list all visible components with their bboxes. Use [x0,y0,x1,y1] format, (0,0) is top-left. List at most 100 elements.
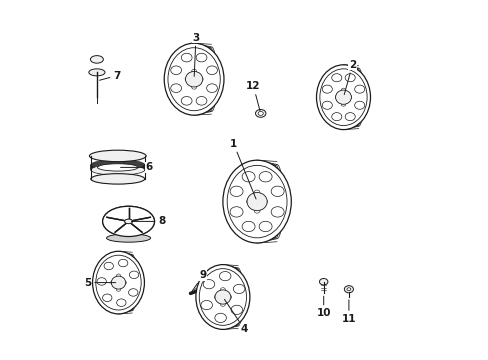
Ellipse shape [226,295,231,299]
Ellipse shape [346,95,351,99]
Ellipse shape [90,56,103,63]
Ellipse shape [196,53,206,62]
Ellipse shape [214,295,219,299]
Ellipse shape [219,271,230,281]
Ellipse shape [270,164,283,239]
Ellipse shape [242,221,255,231]
Ellipse shape [346,288,350,291]
Ellipse shape [116,288,121,291]
Ellipse shape [254,208,260,213]
Ellipse shape [116,274,121,278]
Ellipse shape [124,219,132,224]
Ellipse shape [194,288,202,293]
Ellipse shape [259,172,271,182]
Ellipse shape [170,66,181,75]
Ellipse shape [181,53,192,62]
Text: 7: 7 [100,71,120,81]
Ellipse shape [242,172,255,182]
Ellipse shape [261,199,267,204]
Ellipse shape [341,103,345,106]
Ellipse shape [231,305,242,314]
Ellipse shape [322,101,332,109]
Ellipse shape [102,206,154,237]
Ellipse shape [354,85,364,93]
Ellipse shape [89,69,105,76]
Text: 10: 10 [316,296,330,318]
Ellipse shape [246,199,252,204]
Text: 5: 5 [84,278,116,288]
Ellipse shape [181,96,192,105]
Ellipse shape [255,109,265,117]
Ellipse shape [122,281,126,284]
Ellipse shape [230,207,243,217]
Text: 3: 3 [192,33,199,76]
Ellipse shape [129,271,139,279]
Ellipse shape [185,71,203,87]
Ellipse shape [97,164,138,171]
Ellipse shape [220,288,225,292]
Ellipse shape [353,68,363,126]
Ellipse shape [331,74,341,82]
Ellipse shape [319,279,327,285]
Ellipse shape [191,85,196,89]
Circle shape [209,281,218,289]
Text: 4: 4 [224,299,248,334]
Ellipse shape [206,84,217,93]
Ellipse shape [214,313,226,323]
Ellipse shape [335,90,351,104]
Ellipse shape [316,65,370,130]
Text: 1: 1 [230,139,256,199]
Ellipse shape [191,69,196,73]
Ellipse shape [91,165,144,175]
Ellipse shape [223,160,291,243]
Ellipse shape [91,160,144,170]
Ellipse shape [102,206,154,237]
Text: 11: 11 [341,300,355,324]
Ellipse shape [254,190,260,195]
Ellipse shape [127,255,137,311]
Ellipse shape [91,174,144,184]
Text: 8: 8 [131,216,165,226]
Ellipse shape [198,77,203,81]
Ellipse shape [258,112,263,115]
Ellipse shape [322,85,332,93]
Ellipse shape [345,113,354,121]
Ellipse shape [185,77,189,81]
Ellipse shape [196,96,206,105]
Ellipse shape [259,221,271,231]
Ellipse shape [271,186,284,197]
Ellipse shape [201,301,212,310]
Ellipse shape [196,265,249,329]
Text: 6: 6 [121,162,152,172]
Ellipse shape [128,289,138,296]
Ellipse shape [220,302,225,306]
Ellipse shape [354,101,364,109]
Ellipse shape [230,186,243,197]
Ellipse shape [106,234,150,242]
Text: 12: 12 [246,81,260,111]
Ellipse shape [205,47,217,112]
Ellipse shape [118,259,127,267]
Ellipse shape [206,66,217,75]
Text: 9: 9 [192,270,206,291]
Ellipse shape [246,193,266,211]
Ellipse shape [92,251,144,314]
Ellipse shape [215,290,230,304]
Ellipse shape [341,88,345,92]
Ellipse shape [203,280,214,289]
Ellipse shape [111,276,125,289]
Ellipse shape [271,207,284,217]
Ellipse shape [104,262,113,270]
Text: 2: 2 [344,60,355,95]
Ellipse shape [331,113,341,121]
Ellipse shape [232,268,243,326]
Ellipse shape [164,43,224,115]
Ellipse shape [170,84,181,93]
Ellipse shape [89,150,146,162]
Ellipse shape [124,219,132,224]
Ellipse shape [233,284,244,293]
Ellipse shape [110,281,115,284]
Ellipse shape [97,278,106,285]
Ellipse shape [117,299,126,306]
Ellipse shape [102,294,112,302]
